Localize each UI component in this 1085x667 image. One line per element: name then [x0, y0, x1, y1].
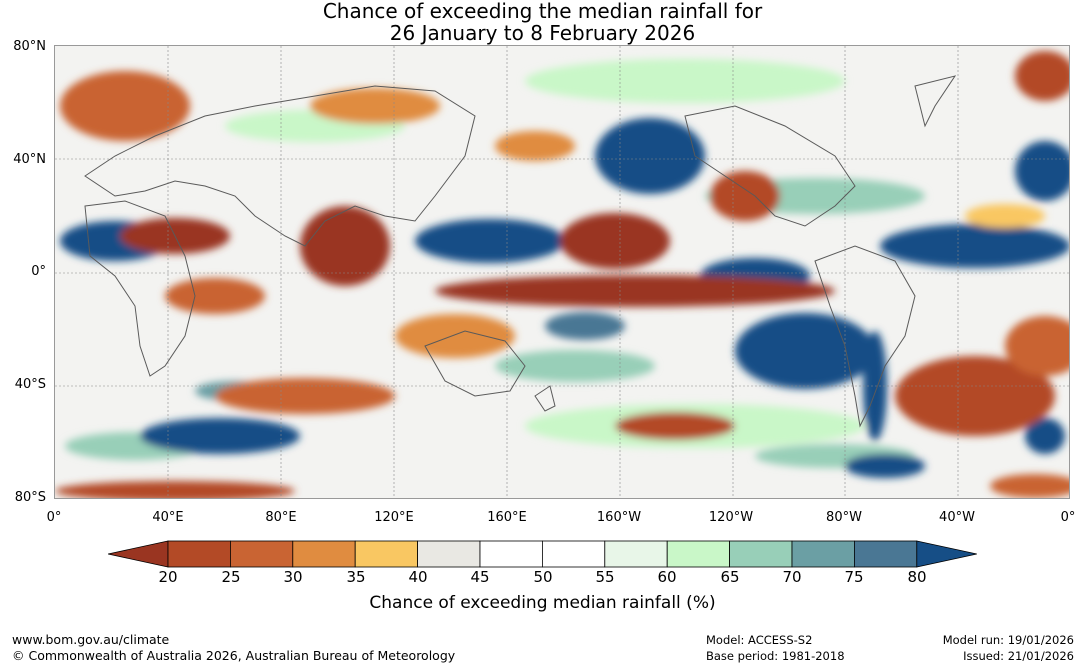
- map-title-line-2: 26 January to 8 February 2026: [389, 21, 696, 45]
- rainfall-map: [54, 45, 1070, 499]
- colorbar: [108, 540, 977, 568]
- colorbar-segment-65-70: [729, 540, 793, 568]
- colorbar-segment-45-50: [479, 540, 543, 568]
- footer-issued: Issued: 21/01/2026: [963, 649, 1074, 663]
- colorbar-segment-50-55: [541, 540, 606, 568]
- colorbar-tick-50: 50: [533, 568, 553, 586]
- colorbar-tick-25: 25: [221, 568, 241, 586]
- colorbar-segment-20-25: [167, 540, 231, 568]
- lat-label-80s: 80°S: [14, 490, 46, 505]
- lat-label-40n: 40°N: [13, 152, 46, 167]
- colorbar-segment-55-60: [604, 540, 668, 568]
- footer-copyright: © Commonwealth of Australia 2026, Austra…: [12, 648, 456, 663]
- colorbar-tick-70: 70: [782, 568, 802, 586]
- lat-label-80n: 80°N: [13, 39, 46, 54]
- lon-label-0: 0°: [46, 510, 62, 525]
- colorbar-tick-65: 65: [720, 568, 740, 586]
- coastlines: [84, 75, 957, 428]
- colorbar-segment-70-75: [791, 540, 855, 568]
- colorbar-segment-40-45: [417, 540, 481, 568]
- lon-label-80e: 80°E: [265, 510, 297, 525]
- map-title-line-1: Chance of exceeding the median rainfall …: [322, 0, 763, 23]
- colorbar-tick-75: 75: [844, 568, 864, 586]
- colorbar-tick-40: 40: [408, 568, 428, 586]
- rainfall-map-graphic: [55, 46, 1069, 498]
- colorbar-tick-80: 80: [907, 568, 927, 586]
- colorbar-segment-35-40: [354, 540, 418, 568]
- colorbar-tick-35: 35: [346, 568, 366, 586]
- lon-label-160w: 160°W: [596, 510, 642, 525]
- colorbar-tick-55: 55: [595, 568, 615, 586]
- footer-website: www.bom.gov.au/climate: [12, 632, 170, 647]
- lon-label-160e: 160°E: [487, 510, 527, 525]
- footer-model: Model: ACCESS-S2: [706, 633, 813, 647]
- lon-label-80w: 80°W: [826, 510, 862, 525]
- lon-label-40w: 40°W: [939, 510, 975, 525]
- colorbar-tick-60: 60: [657, 568, 677, 586]
- colorbar-segment-60-65: [666, 540, 731, 568]
- colorbar-tick-20: 20: [158, 568, 178, 586]
- lat-label-40s: 40°S: [14, 377, 46, 392]
- colorbar-segment-above-80: [916, 540, 977, 568]
- lon-label-40e: 40°E: [152, 510, 184, 525]
- colorbar-tick-30: 30: [283, 568, 303, 586]
- lon-label-120w: 120°W: [708, 510, 754, 525]
- colorbar-segment-below-20: [108, 540, 169, 568]
- colorbar-tick-45: 45: [470, 568, 490, 586]
- colorbar-label: Chance of exceeding median rainfall (%): [369, 593, 716, 613]
- lon-label-120e: 120°E: [374, 510, 414, 525]
- footer-base-period: Base period: 1981-2018: [706, 649, 845, 663]
- colorbar-segment-75-80: [854, 540, 918, 568]
- colorbar-segment-30-35: [292, 540, 356, 568]
- footer-model-run: Model run: 19/01/2026: [942, 633, 1074, 647]
- lon-label-0-east: 0°: [1060, 510, 1076, 525]
- lat-label-0: 0°: [31, 264, 46, 279]
- colorbar-segment-25-30: [230, 540, 294, 568]
